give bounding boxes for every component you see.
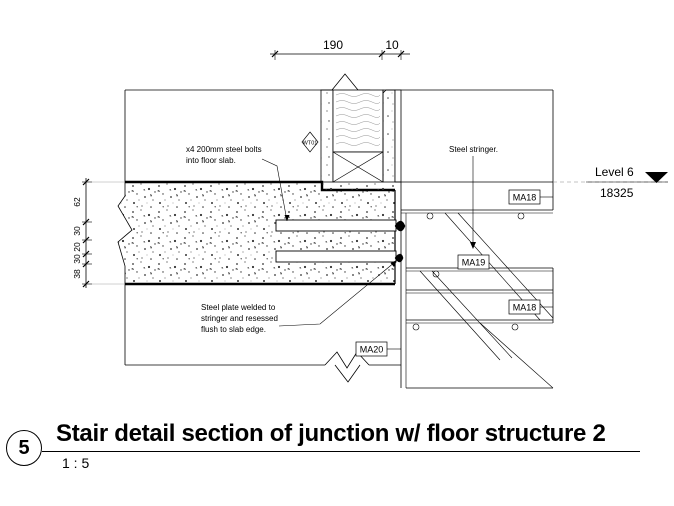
- dim-10: 10: [385, 38, 399, 52]
- note-plate-line1: Steel plate welded to: [201, 303, 276, 312]
- note-plate-line2: stringer and resessed: [201, 314, 278, 323]
- dim-38: 38: [72, 269, 82, 279]
- left-dimension: 62 30 20 30 38: [72, 178, 125, 288]
- wall-type-tag: WT01: [303, 141, 318, 147]
- dim-20: 20: [72, 242, 82, 252]
- drawing-title: Stair detail section of junction w/ floo…: [56, 420, 606, 447]
- stair-stringer: [395, 181, 554, 389]
- note-bolts-line1: x4 200mm steel bolts: [186, 145, 262, 154]
- dim-30-upper: 30: [72, 226, 82, 236]
- top-dimension: 190 10: [270, 38, 410, 60]
- dim-190: 190: [323, 38, 343, 52]
- level-marker: Level 6 18325: [553, 165, 668, 200]
- note-stringer: Steel stringer.: [449, 145, 498, 154]
- title-underline: [42, 451, 640, 452]
- tag-ma18-lower: MA18: [513, 303, 537, 313]
- annotations: x4 200mm steel bolts into floor slab. St…: [184, 143, 553, 357]
- floor-slab: [117, 180, 396, 286]
- tag-ma20: MA20: [360, 345, 384, 355]
- level-name: Level 6: [595, 165, 634, 179]
- level-elevation: 18325: [600, 186, 634, 200]
- detail-number: 5: [18, 437, 30, 459]
- dim-30-lower: 30: [72, 254, 82, 264]
- dim-62: 62: [72, 197, 82, 207]
- detail-number-badge: 5: [6, 430, 42, 466]
- note-bolts-line2: into floor slab.: [186, 156, 236, 165]
- wall-wt01: WT01: [301, 89, 402, 183]
- tag-ma18-upper: MA18: [513, 193, 537, 203]
- tag-ma19: MA19: [462, 258, 486, 268]
- drawing-scale: 1 : 5: [62, 455, 90, 471]
- note-plate-line3: flush to slab edge.: [201, 325, 266, 334]
